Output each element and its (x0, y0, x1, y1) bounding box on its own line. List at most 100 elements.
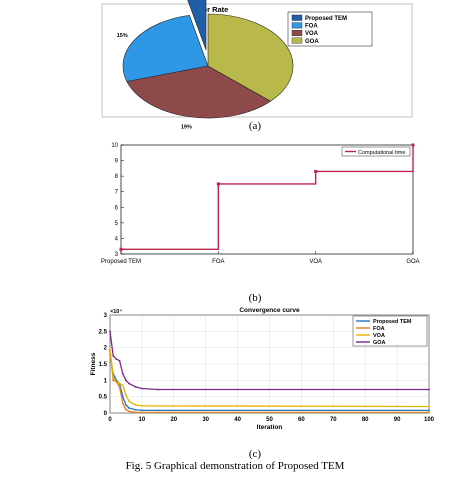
y-tick-label: 6 (115, 205, 119, 211)
convergence-point (112, 376, 115, 378)
x-tick-label: 90 (394, 417, 401, 423)
legend-label: GOA (373, 340, 386, 346)
convergence-point (156, 388, 159, 391)
caption-a: (a) (248, 120, 262, 132)
computational-time-line (121, 145, 414, 251)
legend-label: Proposed TEM (305, 16, 347, 22)
convergence-point (115, 381, 118, 383)
convergence-point (141, 404, 143, 407)
convergence-point (428, 409, 430, 412)
computational-time-point (216, 182, 220, 186)
y-tick-label: 3 (115, 252, 119, 258)
legend-swatch (291, 37, 303, 44)
convergence-point (125, 394, 127, 396)
pie-slice-proposed-tem (187, 0, 207, 51)
x-tick-label: 0 (108, 417, 112, 423)
y-tick-label: 9 (115, 159, 119, 165)
convergence-point (115, 358, 118, 360)
legend-label: FOA (373, 326, 385, 332)
convergence-series (109, 330, 430, 414)
convergence-point (118, 359, 121, 362)
computational-time-series (119, 143, 415, 251)
x-tick-label: 10 (139, 417, 146, 423)
pie-chart-title: Error Rate (192, 5, 229, 14)
convergence-point (128, 382, 131, 385)
x-axis-label: Iteration (257, 424, 283, 431)
x-tick-label: 40 (234, 417, 241, 423)
legend-label: GOA (305, 39, 319, 45)
convergence-point (128, 400, 131, 403)
pie-slice-goa (207, 13, 294, 102)
convergence-point (125, 408, 127, 411)
x-tick-label: 70 (330, 417, 337, 423)
convergence-point (428, 405, 430, 408)
y-tick-label: 3 (104, 313, 108, 319)
computational-time-point (411, 143, 415, 147)
x-tick-label: FOA (212, 259, 224, 265)
pie-slices (122, 0, 294, 119)
legend-swatch (291, 22, 303, 29)
convergence-point (134, 385, 137, 388)
y-tick-label: 8 (115, 174, 119, 180)
y-tick-label: 2 (104, 346, 108, 352)
legend-label: Proposed TEM (373, 319, 412, 325)
convergence-point (121, 384, 124, 387)
convergence-point (109, 330, 111, 333)
y-tick-label: 7 (115, 190, 119, 196)
caption-b: (b) (248, 292, 262, 304)
convergence-chart-panel: 0 10 20 30 40 50 60 70 80 90 100 0 0.5 1 1.5 2 2.5 3 Conve… (90, 307, 435, 431)
convergence-title: Convergence curve (239, 307, 300, 314)
convergence-point (118, 385, 121, 388)
caption-c: (c) (248, 448, 262, 460)
convergence-point (121, 402, 124, 405)
convergence-point (141, 409, 143, 412)
convergence-point (134, 403, 137, 406)
convergence-point (128, 407, 131, 409)
convergence-line-voa (109, 349, 430, 408)
y-axis-exponent: ×10⁴ (110, 309, 122, 315)
convergence-point (428, 388, 430, 391)
convergence-point (112, 354, 115, 357)
x-tick-label: 60 (298, 417, 305, 423)
y-axis-label: Fitness (90, 352, 97, 375)
pie-value-label: 15% (117, 33, 128, 39)
x-tick-label: 50 (266, 417, 273, 423)
x-tick-label: 80 (362, 417, 369, 423)
y-tick-label: 1.5 (99, 362, 108, 368)
figure-caption: Fig. 5 Graphical demonstration of Propos… (125, 460, 345, 472)
computational-time-chart-panel: 3 4 5 6 7 8 9 10 Proposed TEM FOA VOA GOA Computati… (101, 143, 420, 265)
legend-label: VOA (373, 333, 385, 339)
convergence-point (121, 372, 124, 375)
y-tick-label: 2.5 (99, 329, 108, 335)
computational-time-axes: 3 4 5 6 7 8 9 10 Proposed TEM FOA VOA GOA (101, 143, 420, 265)
convergence-point (156, 409, 159, 412)
y-tick-label: 1 (104, 378, 108, 384)
pie-slice-foa (122, 14, 209, 82)
pie-slice-voa (126, 65, 272, 119)
convergence-point (141, 387, 143, 390)
y-tick-label: 0 (104, 411, 108, 417)
x-tick-label: 100 (424, 417, 435, 423)
legend-label: VOA (305, 31, 319, 37)
computational-time-point (314, 169, 318, 173)
x-tick-label: Proposed TEM (101, 259, 141, 265)
x-tick-label: GOA (406, 259, 419, 265)
convergence-point (134, 408, 137, 411)
computational-time-plot-area (120, 144, 414, 255)
convergence-point (109, 348, 111, 351)
convergence-point (125, 379, 127, 382)
legend-swatch (291, 30, 303, 36)
computational-time-point (119, 247, 123, 251)
convergence-point (128, 410, 131, 413)
convergence-point (428, 411, 430, 414)
convergence-point (121, 395, 124, 398)
x-tick-label: 20 (170, 417, 177, 423)
y-tick-label: 0.5 (99, 395, 108, 401)
y-tick-label: 5 (115, 221, 119, 227)
pie-value-label: 19% (181, 124, 192, 130)
pie-chart-panel: Error Rate 2%15%19%21% Proposed TEMFOAVO… (101, 0, 413, 130)
